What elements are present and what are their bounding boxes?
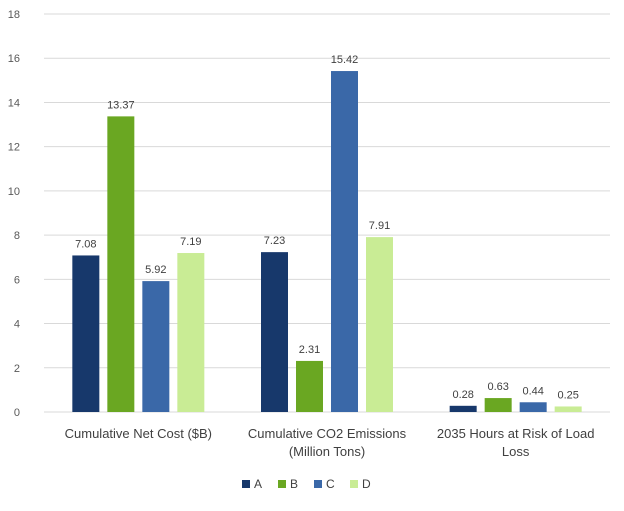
category-label-3-line-1: 2035 Hours at Risk of Load xyxy=(437,426,595,441)
y-tick-label: 16 xyxy=(8,53,20,65)
bar-c-cat-2 xyxy=(331,71,358,413)
gridlines xyxy=(44,13,610,413)
bars xyxy=(72,71,582,413)
bar-b-cat-2 xyxy=(296,360,323,412)
legend-swatch-b xyxy=(278,480,286,488)
data-label-a-cat-1: 7.08 xyxy=(75,238,96,250)
category-label-1-line-1: Cumulative Net Cost ($B) xyxy=(65,426,212,441)
category-label-2-line-1: Cumulative CO2 Emissions xyxy=(248,426,407,441)
y-tick-label: 18 xyxy=(8,9,20,21)
legend: A B C D xyxy=(242,477,371,491)
legend-label-b: B xyxy=(290,477,298,491)
legend-swatch-a xyxy=(242,480,250,488)
bar-d-cat-3 xyxy=(554,406,582,412)
bar-c-cat-1 xyxy=(142,281,170,412)
data-label-b-cat-2: 2.31 xyxy=(299,344,320,356)
data-label-c-cat-3: 0.44 xyxy=(522,385,543,397)
data-label-b-cat-3: 0.63 xyxy=(487,381,508,393)
legend-label-a: A xyxy=(254,477,262,491)
y-tick-label: 2 xyxy=(14,363,20,375)
bar-a-cat-2 xyxy=(261,252,288,412)
y-tick-label: 6 xyxy=(14,274,20,286)
bar-b-cat-1 xyxy=(107,116,135,412)
y-tick-label: 14 xyxy=(8,97,20,109)
legend-swatch-d xyxy=(350,480,358,488)
category-label-3-line-2: Loss xyxy=(502,444,530,459)
data-label-d-cat-3: 0.25 xyxy=(557,389,578,401)
data-label-c-cat-2: 15.42 xyxy=(331,54,359,66)
legend-label-d: D xyxy=(362,477,371,491)
x-axis-category-labels: Cumulative Net Cost ($B) Cumulative CO2 E… xyxy=(65,426,595,459)
bar-a-cat-1 xyxy=(72,255,100,412)
data-label-d-cat-1: 7.19 xyxy=(180,236,201,248)
y-tick-label: 4 xyxy=(14,319,20,331)
legend-label-c: C xyxy=(326,477,335,491)
data-label-b-cat-1: 13.37 xyxy=(107,99,135,111)
bar-d-cat-1 xyxy=(177,253,205,412)
data-label-c-cat-1: 5.92 xyxy=(145,264,166,276)
y-tick-label: 8 xyxy=(14,230,20,242)
y-tick-label: 10 xyxy=(8,186,20,198)
bar-d-cat-2 xyxy=(366,237,393,412)
y-axis-tick-labels: 0 2 4 6 8 10 12 14 16 18 xyxy=(8,9,20,419)
y-tick-label: 0 xyxy=(14,407,20,419)
bar-c-cat-3 xyxy=(519,402,547,412)
legend-swatch-c xyxy=(314,480,322,488)
data-label-d-cat-2: 7.91 xyxy=(369,220,390,232)
category-label-2-line-2: (Million Tons) xyxy=(289,444,365,459)
bar-a-cat-3 xyxy=(449,405,477,412)
bar-b-cat-3 xyxy=(484,398,512,412)
data-label-a-cat-2: 7.23 xyxy=(264,235,285,247)
y-tick-label: 12 xyxy=(8,142,20,154)
data-label-a-cat-3: 0.28 xyxy=(452,389,473,401)
data-labels: 7.08 13.37 5.92 7.19 7.23 2.31 15.42 7.91 0.28 0.… xyxy=(75,54,579,401)
